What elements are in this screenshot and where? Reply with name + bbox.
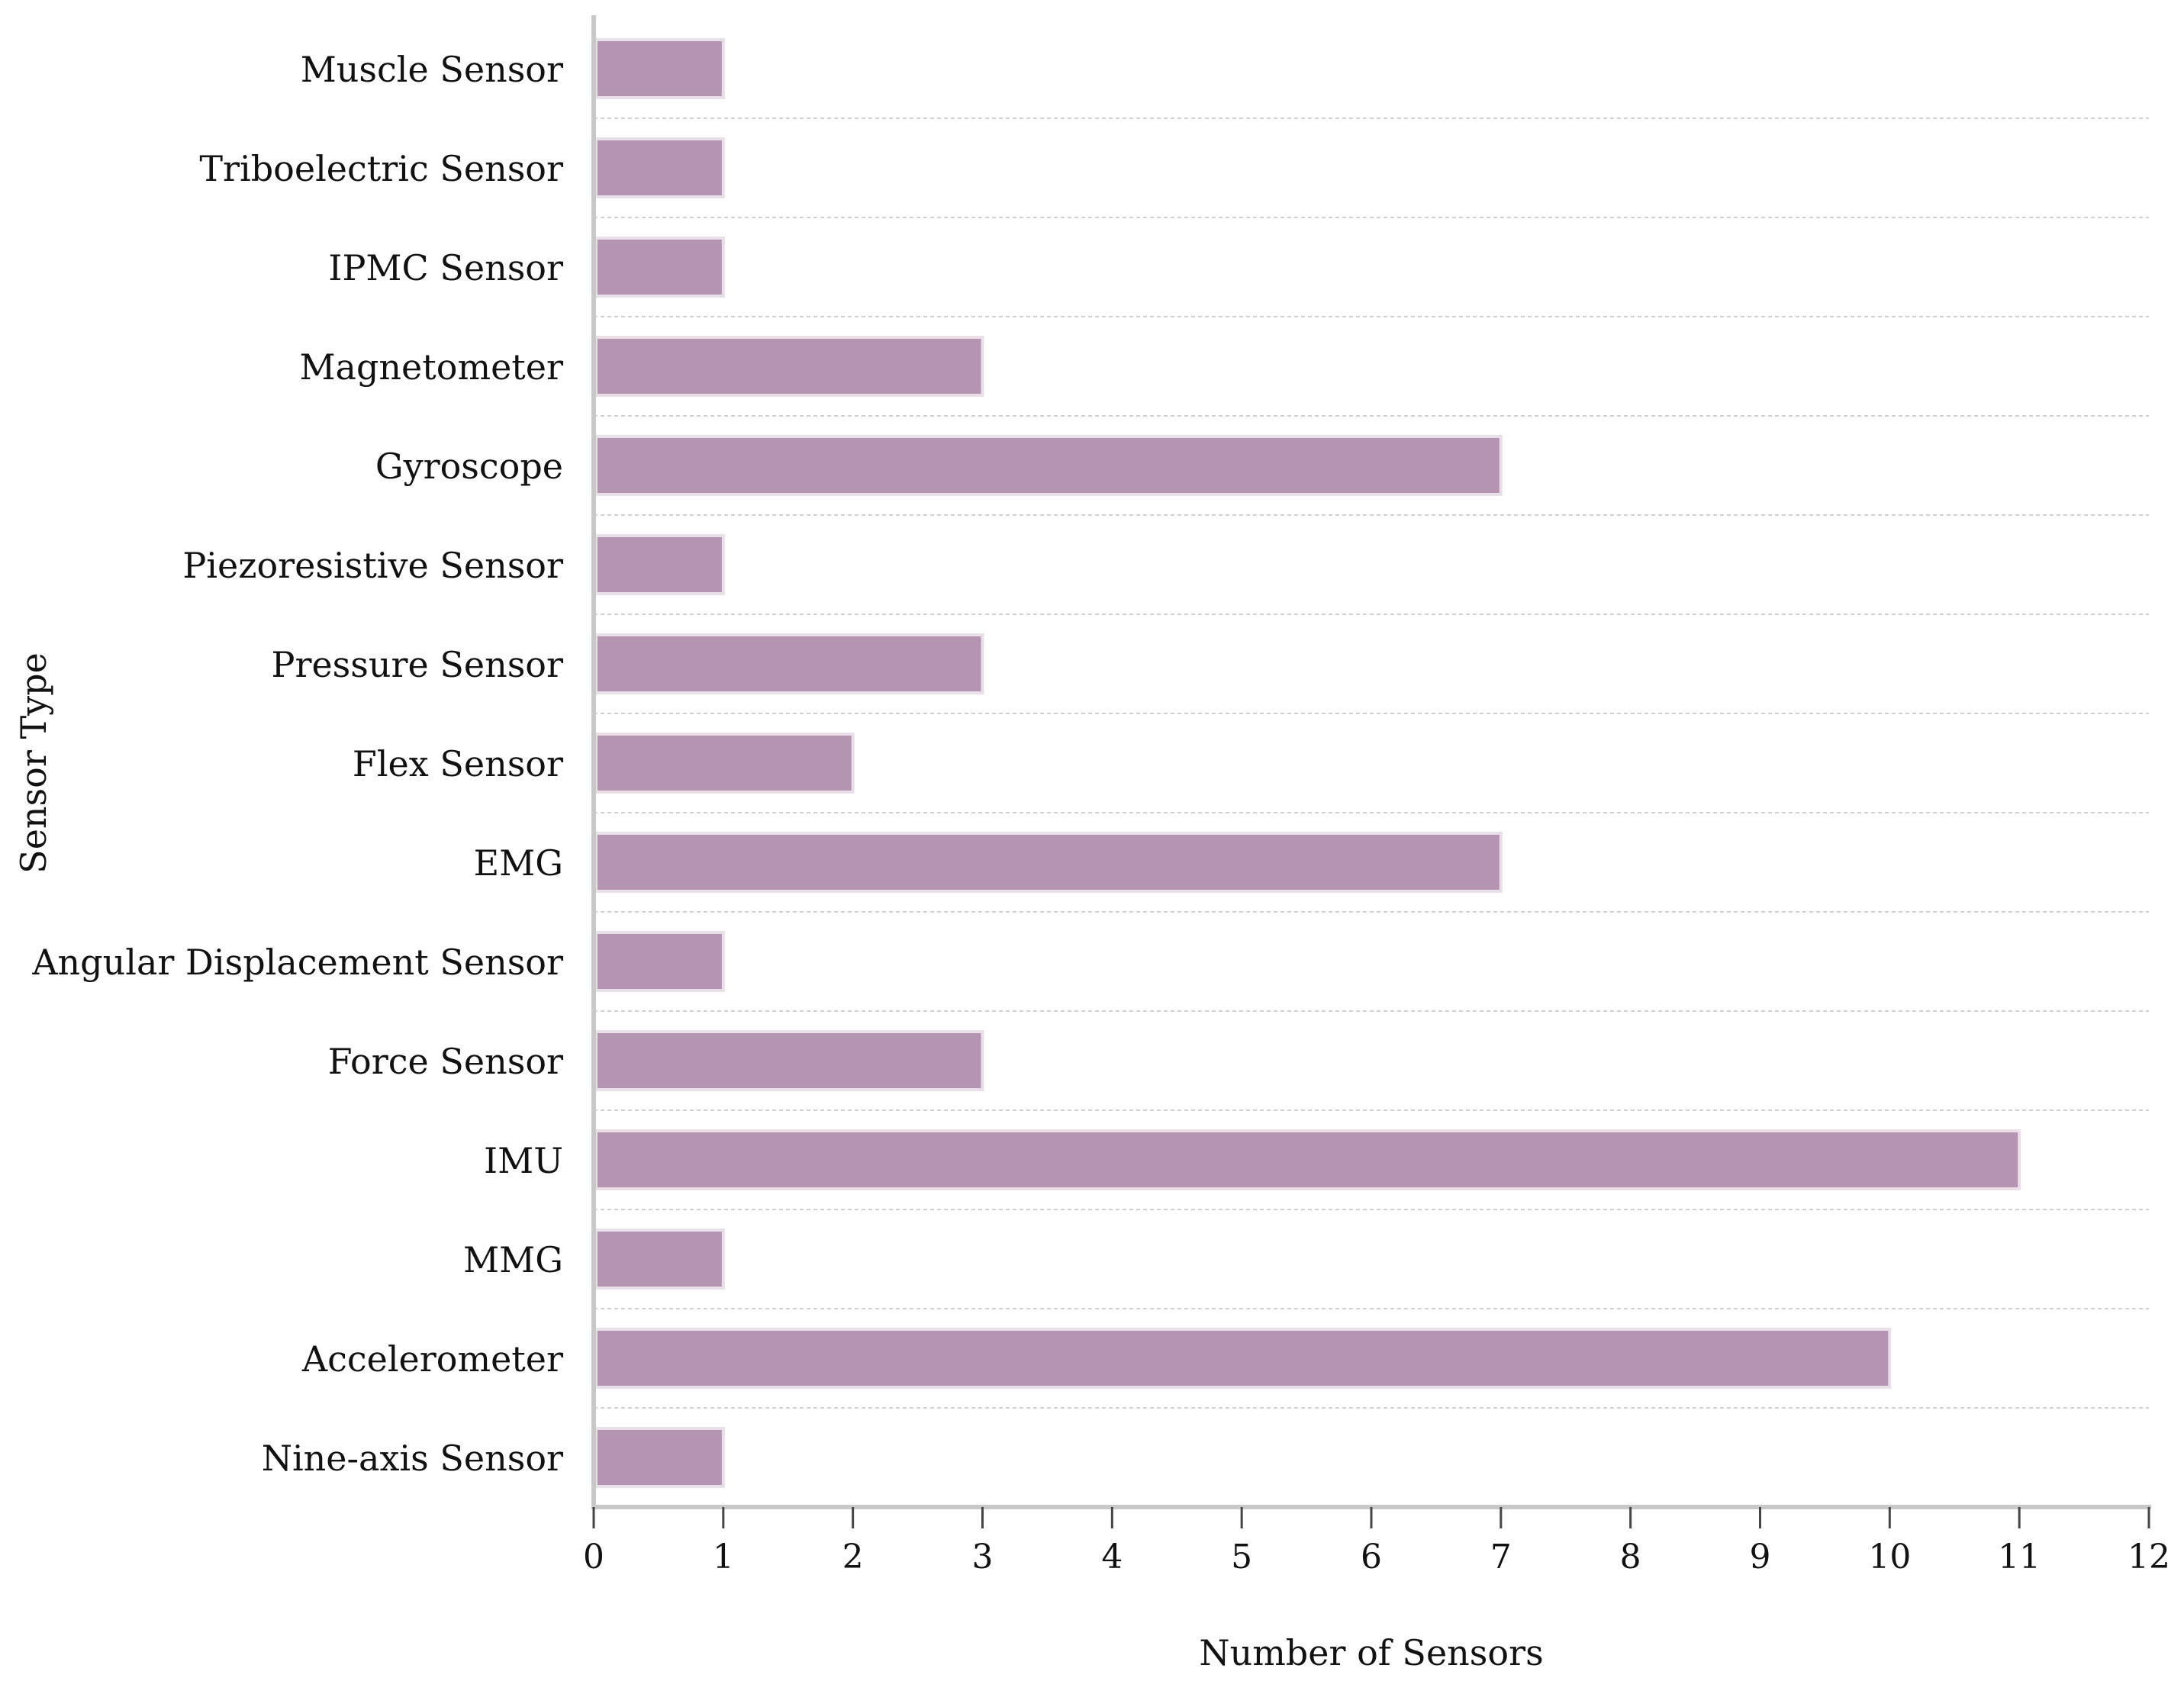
- category-label-force-sensor: Force Sensor: [328, 1041, 563, 1082]
- x-tick-label: 5: [1231, 1538, 1252, 1576]
- category-label-pressure-sensor: Pressure Sensor: [272, 644, 564, 685]
- bar-mmg: [594, 1229, 725, 1290]
- grid-lines: [594, 118, 2149, 1409]
- x-tick-label: 2: [842, 1538, 864, 1576]
- category-label-gyroscope: Gyroscope: [375, 446, 563, 487]
- x-tick-label: 8: [1620, 1538, 1641, 1576]
- x-tick-label: 7: [1490, 1538, 1512, 1576]
- bar-ipmc-sensor: [594, 237, 725, 298]
- x-tick-label: 3: [972, 1538, 994, 1576]
- category-label-emg: EMG: [474, 842, 563, 884]
- category-label-triboelectric-sensor: Triboelectric Sensor: [199, 148, 563, 189]
- bar-accelerometer: [594, 1328, 1892, 1389]
- bar-triboelectric-sensor: [594, 137, 725, 198]
- category-label-imu: IMU: [484, 1140, 563, 1181]
- bar-magnetometer: [594, 336, 984, 397]
- y-tick-labels: Muscle Sensor Triboelectric Sensor IPMC Se…: [31, 49, 563, 1479]
- category-label-angular-displacement-sensor: Angular Displacement Sensor: [31, 942, 563, 983]
- x-tick-label: 4: [1101, 1538, 1123, 1576]
- bar-angular-displacement-sensor: [594, 931, 725, 992]
- bar-nine-axis-sensor: [594, 1427, 725, 1488]
- category-label-piezoresistive-sensor: Piezoresistive Sensor: [182, 545, 563, 586]
- x-tick-label: 10: [1868, 1538, 1911, 1576]
- bar-piezoresistive-sensor: [594, 534, 725, 595]
- bar-flex-sensor: [594, 733, 855, 794]
- x-axis-title: Number of Sensors: [1199, 1632, 1543, 1673]
- category-label-magnetometer: Magnetometer: [299, 346, 563, 388]
- y-axis-title: Sensor Type: [13, 652, 54, 874]
- x-ticks: 0 1 2 3 4 5 6 7 8 9 10 11 12: [583, 1507, 2170, 1576]
- category-label-mmg: MMG: [463, 1239, 563, 1280]
- bar-pressure-sensor: [594, 633, 984, 694]
- bars: [594, 38, 2021, 1488]
- category-label-nine-axis-sensor: Nine-axis Sensor: [262, 1438, 563, 1479]
- x-tick-label: 0: [583, 1538, 604, 1576]
- category-label-ipmc-sensor: IPMC Sensor: [328, 247, 563, 288]
- x-tick-label: 1: [713, 1538, 734, 1576]
- x-tick-label: 9: [1750, 1538, 1771, 1576]
- category-label-accelerometer: Accelerometer: [301, 1338, 563, 1380]
- category-label-flex-sensor: Flex Sensor: [353, 743, 563, 784]
- bar-muscle-sensor: [594, 38, 725, 99]
- x-tick-label: 11: [1998, 1538, 2041, 1576]
- x-tick-label: 12: [2128, 1538, 2170, 1576]
- bar-emg: [594, 832, 1503, 893]
- bar-imu: [594, 1129, 2021, 1190]
- x-tick-label: 6: [1361, 1538, 1382, 1576]
- bar-force-sensor: [594, 1030, 984, 1091]
- bar-gyroscope: [594, 435, 1503, 496]
- category-label-muscle-sensor: Muscle Sensor: [301, 49, 563, 90]
